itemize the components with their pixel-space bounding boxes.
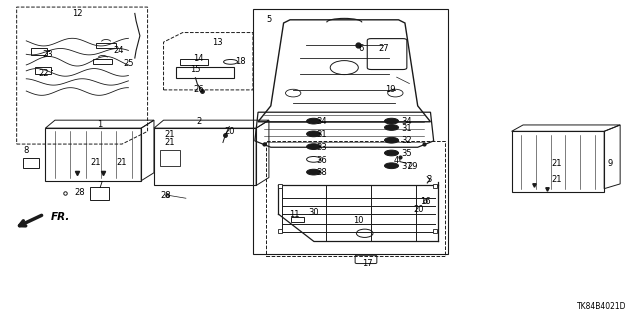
Text: 14: 14	[193, 53, 204, 62]
Ellipse shape	[307, 118, 321, 124]
Text: 30: 30	[308, 208, 319, 217]
Text: 25: 25	[123, 59, 134, 68]
Text: 26: 26	[193, 85, 204, 94]
Text: 33: 33	[317, 143, 327, 152]
Text: 29: 29	[407, 162, 418, 171]
Text: 13: 13	[212, 38, 223, 47]
Text: 21: 21	[164, 138, 175, 147]
Text: 21: 21	[551, 175, 561, 184]
Text: 7: 7	[97, 181, 102, 190]
Text: 36: 36	[317, 156, 327, 164]
Text: 6: 6	[359, 44, 364, 53]
Text: 21: 21	[164, 130, 175, 139]
Ellipse shape	[385, 118, 399, 124]
Text: 17: 17	[363, 259, 373, 268]
Text: 18: 18	[235, 57, 246, 66]
Text: 21: 21	[551, 159, 561, 168]
Text: 21: 21	[90, 158, 100, 167]
Ellipse shape	[307, 131, 321, 137]
Text: 32: 32	[401, 136, 412, 145]
Text: 22: 22	[38, 69, 49, 78]
Text: 34: 34	[317, 117, 327, 126]
Text: 12: 12	[72, 9, 83, 18]
Ellipse shape	[385, 163, 399, 169]
Text: 37: 37	[401, 162, 412, 171]
Text: 3: 3	[426, 175, 431, 184]
Text: TK84B4021D: TK84B4021D	[577, 302, 627, 311]
Text: 21: 21	[116, 158, 127, 167]
Text: 20: 20	[224, 127, 235, 136]
Text: 2: 2	[196, 117, 202, 126]
Text: 4: 4	[394, 156, 399, 164]
Text: 20: 20	[413, 205, 424, 214]
Text: 1: 1	[97, 120, 102, 130]
Text: 34: 34	[401, 117, 412, 126]
Text: 9: 9	[608, 159, 613, 168]
Ellipse shape	[385, 150, 399, 156]
Text: 11: 11	[289, 210, 300, 219]
Text: 35: 35	[401, 149, 412, 158]
Text: 28: 28	[160, 191, 171, 200]
Text: 23: 23	[42, 50, 52, 59]
Text: 38: 38	[317, 168, 327, 177]
Ellipse shape	[307, 144, 321, 149]
Ellipse shape	[385, 137, 399, 143]
Text: 24: 24	[113, 45, 124, 55]
Text: 31: 31	[401, 124, 412, 132]
Text: 28: 28	[74, 188, 84, 197]
Text: 10: 10	[353, 216, 364, 225]
Text: 19: 19	[385, 85, 396, 94]
Text: 27: 27	[378, 44, 389, 53]
Ellipse shape	[385, 124, 399, 130]
Text: 31: 31	[317, 130, 327, 139]
Text: 15: 15	[190, 65, 201, 74]
Text: 16: 16	[420, 197, 431, 206]
Text: FR.: FR.	[51, 212, 70, 222]
Ellipse shape	[307, 169, 321, 175]
Text: 8: 8	[24, 146, 29, 155]
Ellipse shape	[307, 156, 321, 162]
Text: 5: 5	[266, 15, 271, 24]
